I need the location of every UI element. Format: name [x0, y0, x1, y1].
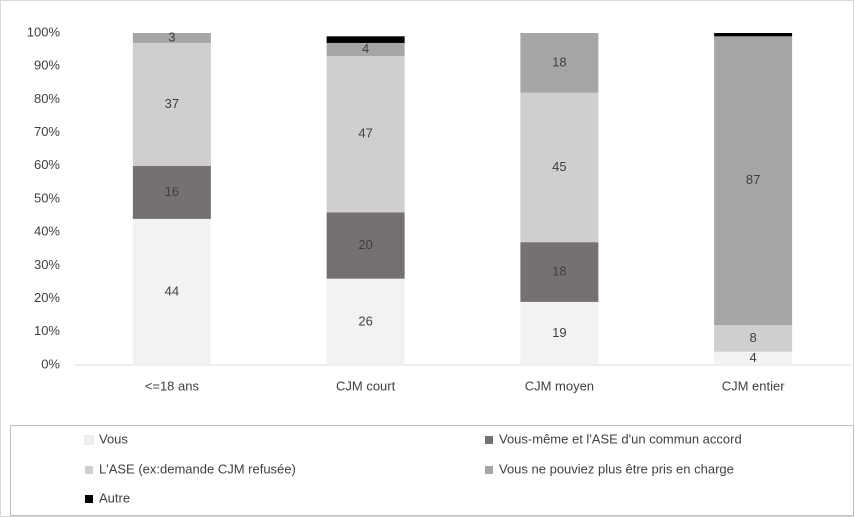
y-tick-label: 70% — [34, 124, 60, 139]
legend-label: Autre — [99, 490, 130, 505]
y-tick-label: 10% — [34, 323, 60, 338]
y-tick-label: 100% — [27, 24, 61, 39]
legend-swatch — [84, 435, 94, 445]
legend-label: L'ASE (ex:demande CJM refusée) — [99, 461, 296, 476]
legend-label: Vous — [99, 431, 128, 446]
legend-box — [10, 425, 854, 516]
x-tick-label: CJM moyen — [525, 378, 594, 393]
legend-label: Vous-même et l'ASE d'un commun accord — [499, 431, 742, 446]
data-label: 18 — [552, 263, 566, 278]
bar-segment — [714, 36, 793, 326]
y-tick-label: 20% — [34, 290, 60, 305]
bar-segment — [520, 33, 599, 93]
data-label: 4 — [362, 41, 369, 56]
x-tick-label: CJM court — [336, 378, 396, 393]
data-label: 26 — [358, 313, 372, 328]
bar-segment — [132, 42, 211, 166]
bar-segment — [326, 278, 405, 365]
bar-segment — [714, 325, 793, 352]
data-label: 3 — [168, 29, 175, 44]
data-label: 16 — [165, 184, 179, 199]
bar-segment — [326, 42, 405, 57]
data-label: 18 — [552, 54, 566, 69]
bar-segment — [132, 33, 211, 43]
legend-swatch — [485, 436, 493, 444]
legend-swatch — [485, 466, 493, 474]
y-tick-label: 60% — [34, 157, 60, 172]
data-label: 87 — [746, 172, 760, 187]
bar-segment — [714, 33, 793, 37]
bar-segment — [520, 92, 599, 243]
data-label: 37 — [165, 96, 179, 111]
legend-label: Vous ne pouviez plus être pris en charge — [499, 461, 734, 476]
legend-swatch — [85, 466, 93, 474]
data-label: 47 — [358, 126, 372, 141]
bar-segment — [714, 351, 793, 365]
bar-segment — [132, 165, 211, 219]
y-tick-label: 0% — [41, 356, 60, 371]
bar-segment — [520, 242, 599, 302]
data-label: 20 — [358, 237, 372, 252]
legend-swatch — [85, 495, 93, 503]
data-label: 19 — [552, 325, 566, 340]
y-tick-label: 50% — [34, 190, 60, 205]
x-tick-label: CJM entier — [722, 378, 786, 393]
bar-segment — [132, 218, 211, 365]
x-tick-label: <=18 ans — [145, 378, 200, 393]
bar-segment — [520, 301, 599, 365]
y-tick-label: 80% — [34, 91, 60, 106]
data-label: 45 — [552, 159, 566, 174]
y-tick-label: 30% — [34, 257, 60, 272]
y-tick-label: 90% — [34, 58, 60, 73]
data-label: 8 — [750, 330, 757, 345]
data-label: 4 — [750, 350, 757, 365]
y-tick-label: 40% — [34, 224, 60, 239]
data-label: 44 — [165, 283, 179, 298]
bar-segment — [326, 212, 405, 279]
bar-segment — [326, 36, 405, 43]
bar-segment — [326, 56, 405, 213]
